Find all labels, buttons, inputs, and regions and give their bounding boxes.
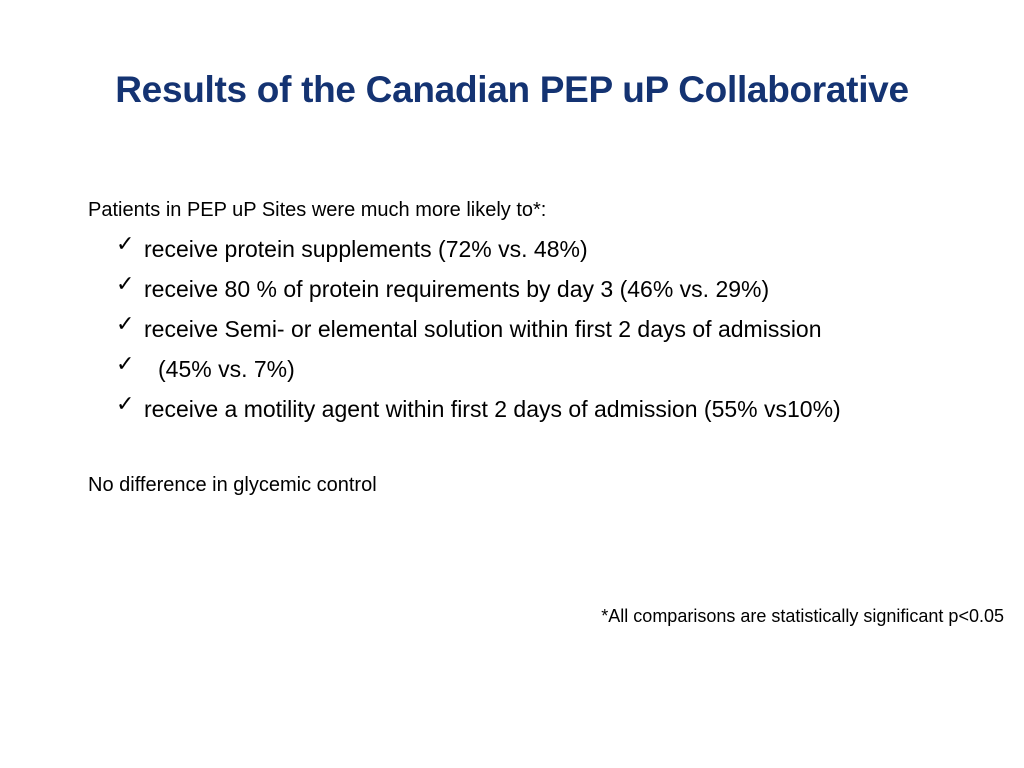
glycemic-note: No difference in glycemic control (88, 474, 377, 496)
bullet-text: receive protein supplements (72% vs. 48%… (144, 236, 588, 262)
bullet-text: (45% vs. 7%) (158, 356, 295, 382)
slide-title: Results of the Canadian PEP uP Collabora… (115, 69, 909, 110)
bullet-text: receive 80 % of protein requirements by … (144, 276, 770, 302)
significance-footnote: *All comparisons are statistically signi… (601, 606, 1004, 626)
list-item: ✓ receive protein supplements (72% vs. 4… (116, 229, 841, 269)
bullet-text: receive Semi- or elemental solution with… (144, 316, 822, 342)
bullet-text: receive a motility agent within first 2 … (144, 396, 841, 422)
checkmark-icon: ✓ (116, 232, 135, 257)
list-item: ✓ receive Semi- or elemental solution wi… (116, 309, 841, 349)
bullet-list: ✓ receive protein supplements (72% vs. 4… (116, 229, 841, 429)
list-item: ✓ receive a motility agent within first … (116, 389, 841, 429)
intro-text: Patients in PEP uP Sites were much more … (88, 199, 547, 221)
checkmark-icon: ✓ (116, 272, 135, 297)
checkmark-icon: ✓ (116, 352, 135, 377)
list-item: ✓ (45% vs. 7%) (116, 349, 841, 389)
checkmark-icon: ✓ (116, 392, 135, 417)
list-item: ✓ receive 80 % of protein requirements b… (116, 269, 841, 309)
checkmark-icon: ✓ (116, 312, 135, 337)
